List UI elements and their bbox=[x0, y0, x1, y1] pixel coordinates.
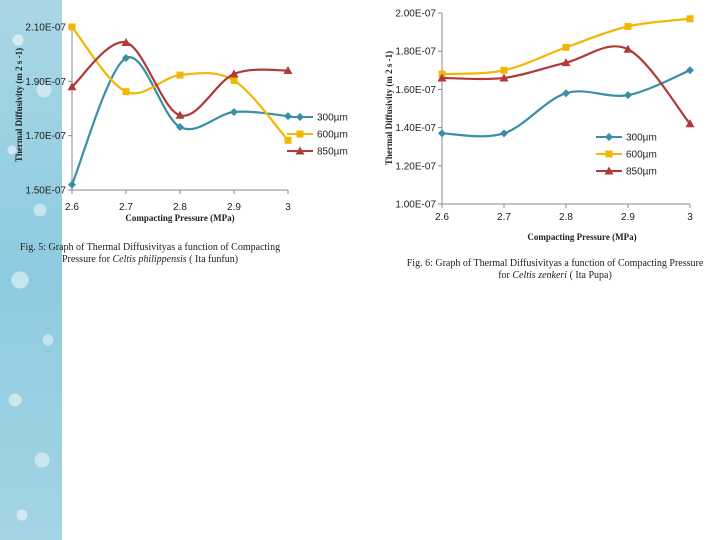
caption-fig6-species: Celtis zenkeri bbox=[512, 270, 568, 281]
fig6-x-tick-label: 2.7 bbox=[497, 212, 511, 223]
caption-fig5-suffix: ( Ita funfun) bbox=[186, 254, 239, 265]
fig6-series-600µm bbox=[438, 15, 694, 78]
fig5-legend-marker bbox=[296, 130, 304, 138]
fig6-legend-marker bbox=[605, 133, 613, 141]
fig5-data-point bbox=[284, 136, 292, 144]
fig5-x-tick-label: 3 bbox=[285, 202, 291, 213]
fig5-series-600µm bbox=[68, 23, 292, 144]
fig6-y-tick-label: 1.40E-07 bbox=[395, 123, 436, 134]
fig6-legend-label: 850µm bbox=[626, 167, 657, 178]
caption-fig6-suffix: ( Ita Pupa) bbox=[567, 270, 612, 281]
fig6-series-line bbox=[441, 69, 691, 138]
fig5-series-850µm bbox=[67, 37, 293, 119]
fig5-data-point bbox=[229, 69, 239, 78]
fig5-data-point bbox=[68, 180, 76, 189]
fig6-data-point bbox=[624, 91, 632, 100]
fig6-x-tick-label: 3 bbox=[687, 212, 693, 223]
caption-fig6: Fig. 6: Graph of Thermal Diffusivityas a… bbox=[390, 258, 720, 282]
fig5-legend-label: 850µm bbox=[317, 147, 348, 158]
fig6-legend-entry: 850µm bbox=[596, 166, 657, 178]
fig5-y-tick-label: 2.10E-07 bbox=[25, 23, 66, 34]
fig6-data-point bbox=[500, 129, 508, 138]
fig5-data-point bbox=[122, 53, 130, 62]
fig5-x-tick-label: 2.7 bbox=[119, 202, 133, 213]
fig5-legend-entry: 850µm bbox=[287, 146, 348, 158]
fig6-data-point bbox=[685, 119, 695, 128]
fig5-series-300µm bbox=[68, 53, 292, 189]
fig5-legend-label: 300µm bbox=[317, 113, 348, 124]
fig6-x-tick-label: 2.8 bbox=[559, 212, 573, 223]
fig6-data-point bbox=[499, 73, 509, 82]
caption-fig5-line1: Fig. 5: Graph of Thermal Diffusivityas a… bbox=[19, 242, 281, 253]
fig6-data-point bbox=[437, 73, 447, 82]
fig6-legend-marker bbox=[605, 150, 613, 158]
fig6-data-point bbox=[686, 66, 694, 75]
fig6-series-300µm bbox=[438, 66, 694, 138]
caption-fig5-prefix: Pressure for bbox=[61, 254, 113, 265]
fig6-y-axis-title: Thermal Diffusivity (m 2 s -1) bbox=[384, 51, 394, 165]
caption-fig6-line1: Fig. 6: Graph of Thermal Diffusivityas a… bbox=[406, 258, 704, 269]
fig5-data-point bbox=[176, 122, 184, 131]
fig5-y-tick-label: 1.70E-07 bbox=[25, 131, 66, 142]
fig6-y-tick-label: 2.00E-07 bbox=[395, 9, 436, 20]
fig6-data-point bbox=[623, 44, 633, 53]
fig5-data-point bbox=[68, 23, 76, 31]
fig6-x-tick-label: 2.6 bbox=[435, 212, 449, 223]
fig6-data-point bbox=[438, 129, 446, 138]
caption-fig6-line2: for Celtis zenkeri ( Ita Pupa) bbox=[390, 270, 720, 282]
fig5-x-tick-label: 2.9 bbox=[227, 202, 241, 213]
fig6-data-point bbox=[562, 89, 570, 98]
fig5-legend-entry: 600µm bbox=[287, 130, 348, 141]
fig5-y-axis-title: Thermal Diffusivity (m 2 s -1) bbox=[14, 48, 24, 162]
fig5-data-point bbox=[121, 37, 131, 46]
fig5-data-point bbox=[176, 71, 184, 79]
fig5-data-point bbox=[67, 82, 77, 91]
fig6-legend-entry: 600µm bbox=[596, 150, 657, 161]
fig6-legend-label: 600µm bbox=[626, 150, 657, 161]
fig6-y-tick-label: 1.60E-07 bbox=[395, 85, 436, 96]
fig5-data-point bbox=[283, 65, 293, 74]
fig6-y-tick-label: 1.80E-07 bbox=[395, 47, 436, 58]
fig5-legend-entry: 300µm bbox=[287, 113, 348, 124]
fig5-y-tick-label: 1.90E-07 bbox=[25, 77, 66, 88]
decorative-water-strip bbox=[0, 0, 62, 540]
caption-fig5: Fig. 5: Graph of Thermal Diffusivityas a… bbox=[0, 242, 300, 266]
fig6-y-tick-label: 1.00E-07 bbox=[395, 200, 436, 211]
fig5-data-point bbox=[230, 108, 238, 117]
fig5-x-tick-label: 2.8 bbox=[173, 202, 187, 213]
fig6-data-point bbox=[500, 66, 508, 74]
caption-fig6-prefix: for bbox=[498, 270, 513, 281]
fig6-legend-entry: 300µm bbox=[596, 133, 657, 144]
fig5-legend-marker bbox=[295, 146, 305, 155]
fig6-legend-label: 300µm bbox=[626, 133, 657, 144]
fig5-data-point bbox=[230, 77, 238, 85]
fig6-legend-marker bbox=[604, 166, 614, 175]
fig6-data-point bbox=[562, 43, 570, 51]
caption-fig5-species: Celtis philippensis bbox=[112, 254, 187, 265]
fig5-data-point bbox=[175, 110, 185, 119]
fig6-data-point bbox=[561, 58, 571, 67]
fig5-legend-label: 600µm bbox=[317, 130, 348, 141]
fig5-series-line bbox=[70, 56, 289, 185]
fig6-y-tick-label: 1.20E-07 bbox=[395, 161, 436, 172]
fig6-series-850µm bbox=[437, 44, 695, 128]
fig5-x-tick-label: 2.6 bbox=[65, 202, 79, 213]
fig5-y-tick-label: 1.50E-07 bbox=[25, 186, 66, 197]
caption-fig5-line2: Pressure for Celtis philippensis ( Ita f… bbox=[0, 254, 300, 266]
fig5-data-point bbox=[122, 88, 130, 96]
fig6-data-point bbox=[686, 15, 694, 23]
fig6-x-axis-title: Compacting Pressure (MPa) bbox=[527, 232, 636, 242]
fig6-x-tick-label: 2.9 bbox=[621, 212, 635, 223]
fig5-x-axis-title: Compacting Pressure (MPa) bbox=[125, 213, 234, 223]
fig5-legend-marker bbox=[296, 113, 304, 121]
fig6-series-line bbox=[441, 45, 691, 125]
fig6-data-point bbox=[624, 22, 632, 30]
